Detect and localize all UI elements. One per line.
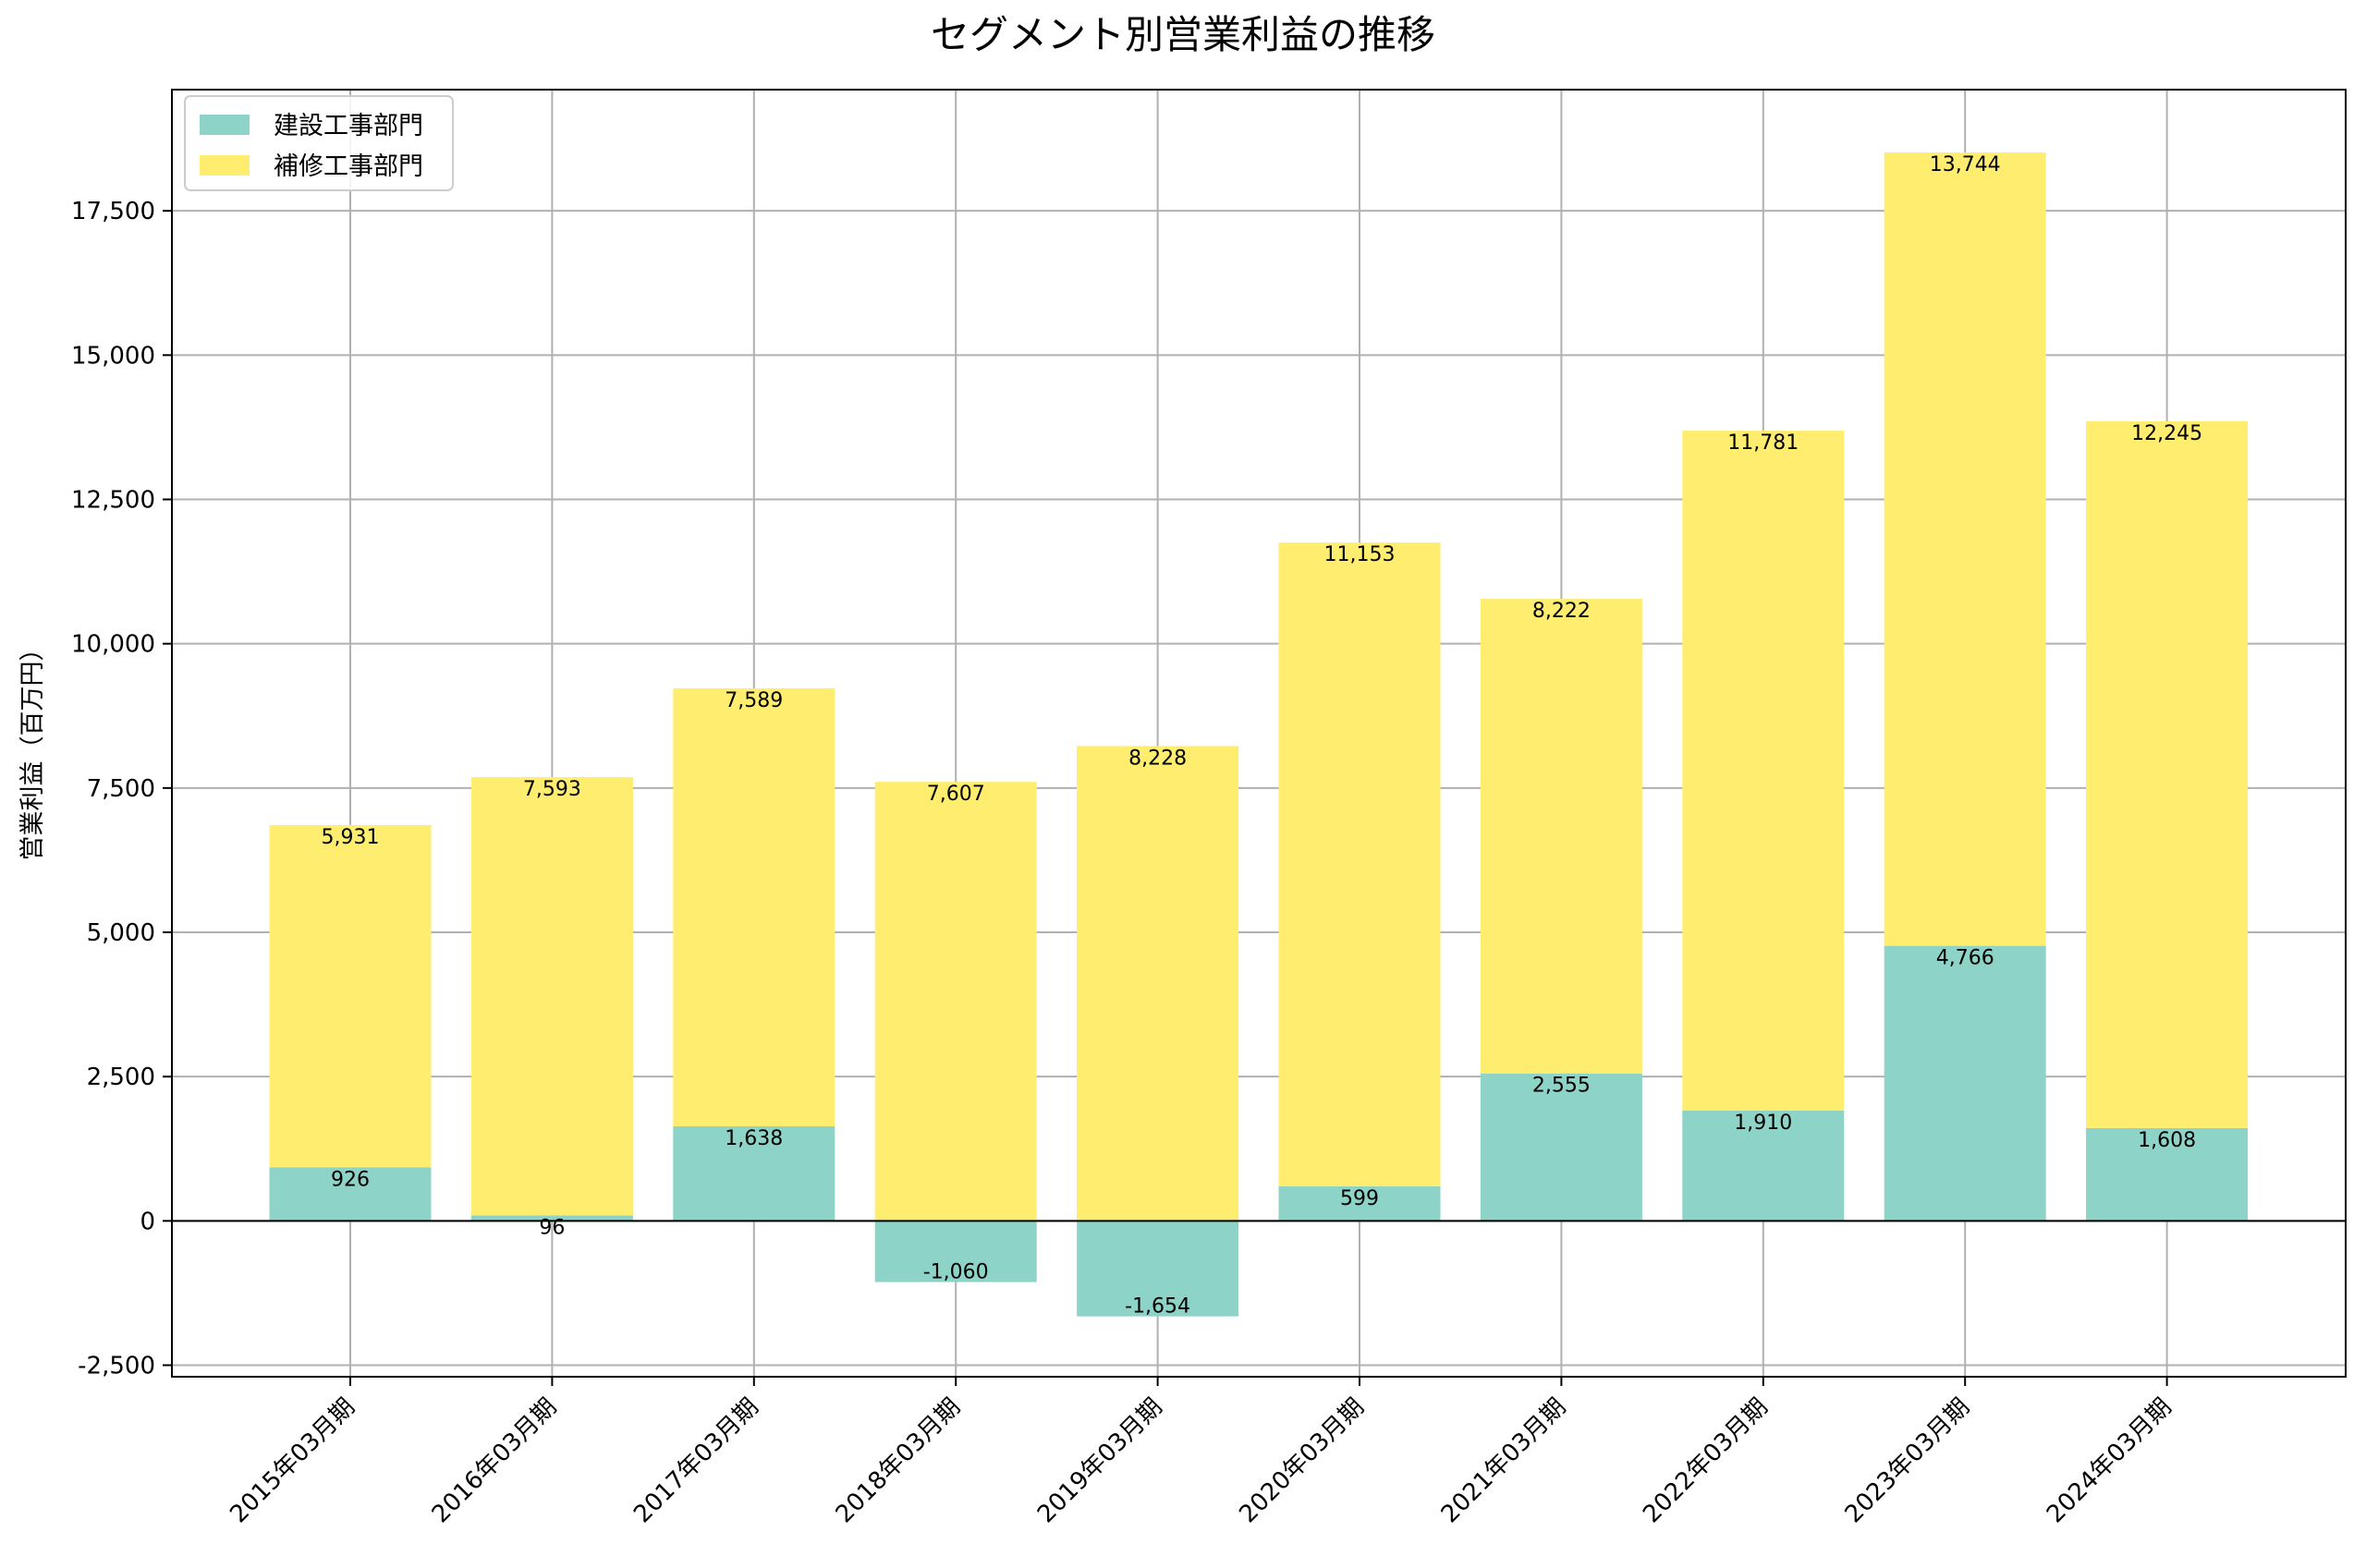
data-label-construction: 1,608 [2138,1129,2196,1152]
x-tick-label: 2015年03月期 [225,1393,360,1529]
data-labels: 926 5,931 96 7,593 1,638 7,589 -1,060 7,607 -1,6… [322,153,2203,1319]
bars [269,152,2249,1317]
bar-construction [1077,1221,1239,1317]
y-tick-label: -2,500 [78,1353,155,1380]
legend-swatch-construction [200,115,250,135]
bar-construction [1682,1111,1845,1222]
bar-repair [874,782,1037,1222]
x-tick-label: 2017年03月期 [628,1393,764,1529]
y-tick-label: 12,500 [71,487,155,515]
bar-repair [2086,420,2249,1128]
bar-repair [1480,599,1642,1074]
x-tick-label: 2018年03月期 [831,1393,967,1529]
bar-repair [269,825,432,1168]
x-tick-label: 2020年03月期 [1234,1393,1370,1529]
bar-repair [673,687,835,1127]
legend-frame [184,95,454,191]
data-label-repair: 8,222 [1532,600,1591,623]
bar-construction [470,1215,633,1222]
y-tick-label: 5,000 [87,919,155,947]
bar-construction [1884,945,2046,1222]
bar-repair [1278,542,1441,1186]
data-label-repair: 7,593 [523,778,581,801]
chart-title: セグメント別営業利益の推移 [931,12,1435,57]
bar-construction [874,1221,1037,1282]
data-label-construction: 2,555 [1532,1075,1591,1098]
legend-swatch-repair [200,155,250,176]
x-tick-label: 2022年03月期 [1638,1393,1774,1529]
x-tick-label: 2019年03月期 [1032,1393,1168,1529]
y-tick-label: 17,500 [71,198,155,225]
legend-label-construction: 建設工事部門 [274,112,423,140]
data-label-construction: 96 [539,1216,565,1239]
x-tick-label: 2021年03月期 [1436,1393,1572,1529]
data-label-construction: -1,060 [923,1261,989,1284]
bar-repair [1077,746,1239,1222]
data-label-construction: 4,766 [1936,947,1994,970]
legend: 建設工事部門 補修工事部門 [184,95,454,191]
legend-label-repair: 補修工事部門 [274,152,423,181]
bar-construction [1480,1073,1642,1222]
plot-frame [171,89,2347,1378]
bar-repair [1682,431,1845,1112]
y-tick-label: 2,500 [87,1064,155,1091]
bar-construction [673,1126,835,1222]
data-label-repair: 11,781 [1727,432,1799,455]
data-label-repair: 8,228 [1128,747,1187,770]
data-label-repair: 7,607 [927,783,985,806]
bar-repair [1884,152,2046,946]
data-label-construction: 926 [331,1168,370,1191]
x-tick-label: 2023年03月期 [1840,1393,1976,1529]
y-tick-label: 10,000 [71,631,155,659]
data-label-repair: 7,589 [725,689,783,712]
bar-construction [1278,1185,1441,1222]
data-label-repair: 13,744 [1930,153,2001,176]
data-label-repair: 11,153 [1324,543,1396,566]
y-tick-label: 0 [140,1208,155,1235]
data-label-construction: 1,910 [1734,1112,1792,1135]
x-tick-label: 2016年03月期 [427,1393,563,1529]
data-label-repair: 12,245 [2131,422,2202,445]
y-axis-label: 営業利益（百万円） [18,637,47,861]
data-label-construction: 599 [1340,1187,1379,1210]
data-label-construction: -1,654 [1125,1295,1190,1319]
data-label-construction: 1,638 [725,1127,783,1150]
data-label-repair: 5,931 [322,826,380,849]
y-tick-label: 15,000 [71,342,155,370]
bar-construction [2086,1127,2249,1222]
y-tick-label: 7,500 [87,775,155,803]
x-tick-label: 2024年03月期 [2042,1393,2177,1529]
bar-repair [470,777,633,1216]
bar-construction [269,1167,432,1222]
